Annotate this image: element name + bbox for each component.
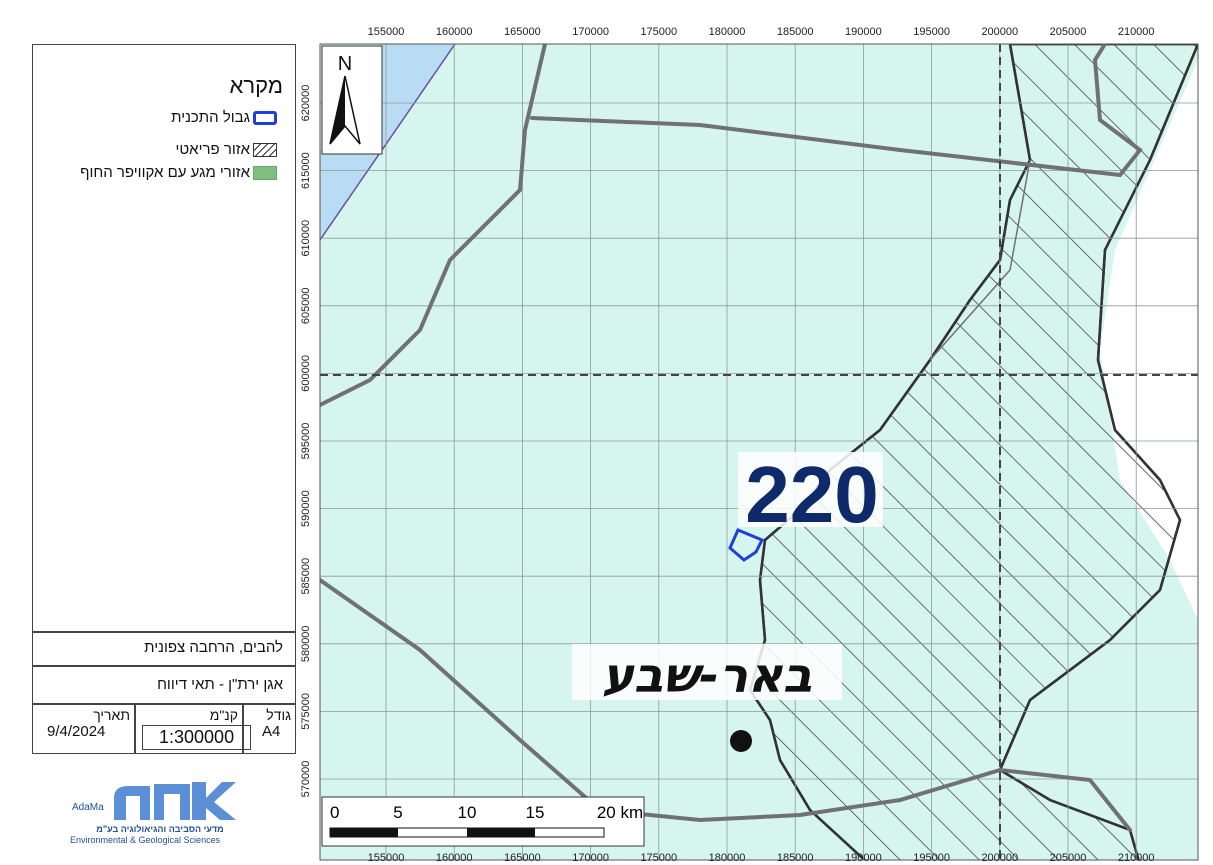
map-subtitle: אגן ירת"ן - תאי דיווח	[157, 676, 283, 693]
x-tick-label: 200000	[981, 26, 1018, 38]
north-label: N	[338, 53, 352, 75]
x-tick-label: 180000	[709, 26, 746, 38]
x-tick-label: 200000	[981, 852, 1018, 864]
y-tick-label: 590000	[300, 490, 312, 527]
x-tick-label: 210000	[1118, 852, 1155, 864]
y-tick-label: 605000	[300, 287, 312, 324]
x-tick-label: 205000	[1050, 852, 1087, 864]
roads	[320, 44, 1143, 832]
scale-bar-label: 20 km	[597, 803, 643, 822]
y-tick-label: 615000	[300, 152, 312, 189]
x-tick-label: 155000	[368, 26, 405, 38]
logo-mark-icon	[114, 782, 236, 820]
x-tick-label: 190000	[845, 26, 882, 38]
x-tick-labels-bottom: 155000 160000 165000 170000 175000 180000 1850…	[368, 852, 1155, 864]
scale-bar-label: 0	[330, 803, 339, 822]
y-tick-label: 585000	[300, 558, 312, 595]
y-tick-label: 610000	[300, 220, 312, 257]
y-tick-label: 600000	[300, 355, 312, 392]
company-logo: AdaMa מדעי הסביבה והגיאולוגיה בע"מ Envir…	[64, 776, 264, 846]
scale-bar: 0 5 10 15 20 km	[321, 796, 645, 847]
y-tick-label: 580000	[300, 625, 312, 662]
north-arrow: N	[321, 45, 383, 155]
y-tick-label: 575000	[300, 693, 312, 730]
scale-bar-label: 5	[393, 803, 402, 822]
date-value: 9/4/2024	[47, 723, 106, 740]
scale-value: 1:300000	[142, 725, 252, 750]
legend-panel: מקרא גבול התכנית אזור פריאטי אזורי מגע ע…	[32, 44, 296, 632]
x-tick-label: 180000	[709, 852, 746, 864]
x-tick-label: 195000	[913, 852, 950, 864]
legend-item-private-zone: אזור פריאטי	[175, 141, 277, 158]
legend-item-label: אזור פריאטי	[175, 141, 250, 158]
legend-item-label: אזורי מגע עם אקוויפר החוף	[80, 164, 250, 181]
y-tick-labels: 620000 615000 610000 605000 600000 595000 5900…	[300, 85, 312, 798]
x-tick-label: 160000	[436, 852, 473, 864]
x-tick-label: 210000	[1118, 26, 1155, 38]
x-tick-label: 170000	[572, 26, 609, 38]
city-label: באר-שבע	[602, 648, 812, 704]
y-tick-label: 570000	[300, 761, 312, 798]
x-tick-label: 155000	[368, 852, 405, 864]
x-tick-label: 195000	[913, 26, 950, 38]
city-point	[730, 730, 752, 752]
date-label: תאריך	[93, 707, 130, 723]
x-tick-label: 185000	[777, 26, 814, 38]
legend-item-plan-boundary: גבול התכנית	[171, 109, 277, 126]
size-cell: גודל A4	[243, 704, 296, 754]
project-title: להבים, הרחבה צפונית	[144, 639, 283, 656]
plan-boundary	[728, 528, 765, 562]
date-cell: תאריך 9/4/2024	[32, 704, 135, 754]
x-tick-label: 185000	[777, 852, 814, 864]
scale-cell: קנ"מ 1:300000	[135, 704, 252, 754]
y-tick-label: 595000	[300, 423, 312, 460]
cell-label: 220	[745, 450, 878, 539]
x-tick-label: 165000	[504, 852, 541, 864]
x-tick-labels-top: 155000 160000 165000 170000 175000 180000 1850…	[368, 26, 1155, 38]
x-tick-label: 170000	[572, 852, 609, 864]
x-tick-label: 175000	[640, 26, 677, 38]
title-line-2-box: אגן ירת"ן - תאי דיווח	[32, 666, 296, 704]
legend-title: מקרא	[229, 73, 283, 98]
y-tick-label: 620000	[300, 85, 312, 122]
x-tick-label: 165000	[504, 26, 541, 38]
x-tick-label: 190000	[845, 852, 882, 864]
scale-bar-label: 15	[526, 803, 545, 822]
title-line-1-box: להבים, הרחבה צפונית	[32, 632, 296, 666]
plan-boundary-swatch-icon	[253, 110, 277, 125]
logo-subtitle-he: מדעי הסביבה והגיאולוגיה בע"מ	[96, 824, 224, 834]
logo-subtitle-en: Environmental & Geological Sciences	[70, 835, 221, 845]
x-tick-label: 160000	[436, 26, 473, 38]
legend-item-aquifer-contact: אזורי מגע עם אקוויפר החוף	[80, 164, 277, 181]
size-value: A4	[262, 723, 281, 740]
scale-bar-label: 10	[458, 803, 477, 822]
x-tick-label: 205000	[1050, 26, 1087, 38]
scale-label: קנ"מ	[209, 707, 238, 723]
logo-latin: AdaMa	[72, 802, 104, 813]
x-tick-label: 175000	[640, 852, 677, 864]
size-label: גודל	[266, 707, 291, 723]
green-swatch-icon	[253, 165, 277, 180]
legend-item-label: גבול התכנית	[171, 109, 250, 126]
hatch-swatch-icon	[253, 142, 277, 157]
